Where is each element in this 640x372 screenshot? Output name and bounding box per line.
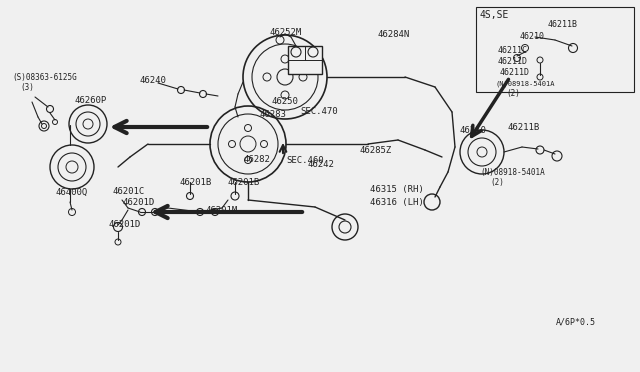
Text: 46283: 46283 — [260, 109, 287, 119]
Text: 46210: 46210 — [520, 32, 545, 41]
Text: 46211D: 46211D — [500, 67, 530, 77]
Text: 46284N: 46284N — [378, 29, 410, 38]
Text: (2): (2) — [506, 89, 520, 97]
Text: 46252M: 46252M — [270, 28, 302, 36]
Text: 46211D: 46211D — [498, 57, 528, 65]
Text: 46201B: 46201B — [228, 177, 260, 186]
Text: (2): (2) — [490, 177, 504, 186]
Text: 46201D: 46201D — [108, 219, 140, 228]
Text: 46211B: 46211B — [548, 19, 578, 29]
Bar — [288, 46, 322, 74]
Text: (N)08918-5401A: (N)08918-5401A — [496, 81, 556, 87]
Text: A/6P*0.5: A/6P*0.5 — [556, 317, 596, 327]
Text: 46211B: 46211B — [508, 122, 540, 131]
Text: (3): (3) — [20, 83, 34, 92]
Text: 4S,SE: 4S,SE — [480, 10, 509, 20]
Text: 46260P: 46260P — [74, 96, 106, 105]
Bar — [476, 7, 634, 92]
Text: 46282: 46282 — [244, 154, 271, 164]
Text: 46201C: 46201C — [112, 186, 144, 196]
Text: 46285Z: 46285Z — [360, 145, 392, 154]
Text: 46250: 46250 — [272, 96, 299, 106]
Text: SEC.470: SEC.470 — [300, 106, 338, 115]
Text: SEC.460: SEC.460 — [286, 155, 324, 164]
Text: (N)08918-5401A: (N)08918-5401A — [480, 167, 545, 176]
Text: (S)08363-6125G: (S)08363-6125G — [12, 73, 77, 81]
Text: 46240: 46240 — [140, 76, 167, 84]
Text: 46201B: 46201B — [180, 177, 212, 186]
Text: 46201D: 46201D — [122, 198, 154, 206]
Text: 46211C: 46211C — [498, 45, 528, 55]
Text: 46400Q: 46400Q — [55, 187, 87, 196]
Text: 46315 (RH): 46315 (RH) — [370, 185, 424, 193]
Text: 46210: 46210 — [460, 125, 487, 135]
Text: 46316 (LH): 46316 (LH) — [370, 198, 424, 206]
Text: 46242: 46242 — [308, 160, 335, 169]
Text: 46201M: 46201M — [205, 205, 237, 215]
